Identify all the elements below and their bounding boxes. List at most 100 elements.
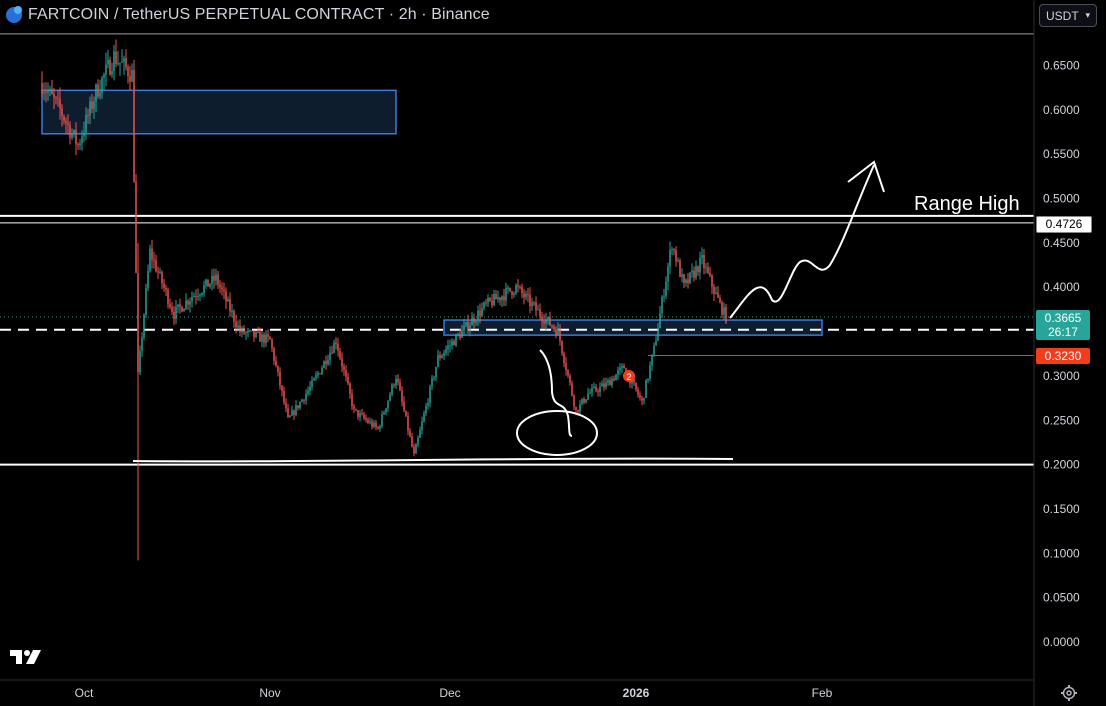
candle-body: [665, 281, 667, 297]
candle-body: [251, 330, 253, 332]
candle-body: [237, 325, 239, 328]
candle-body: [113, 51, 115, 72]
candle-body: [179, 304, 181, 307]
candle-body: [561, 341, 563, 354]
candle-body: [253, 330, 255, 337]
candle-body: [537, 309, 539, 311]
candle-body: [659, 313, 661, 329]
currency-selector[interactable]: USDT ▾: [1039, 4, 1097, 27]
candle-body: [207, 279, 209, 287]
candle-body: [641, 397, 643, 401]
candle-body: [583, 398, 585, 403]
candle-body: [551, 325, 553, 327]
candle-body: [301, 399, 303, 403]
candle-body: [563, 353, 565, 363]
candle-body: [167, 289, 169, 305]
candle-body: [383, 412, 385, 415]
candle-body: [591, 387, 593, 393]
candle-body: [63, 116, 65, 121]
candle-body: [521, 287, 523, 294]
candle-body: [341, 358, 343, 367]
candle-body: [131, 69, 133, 82]
candle-body: [351, 393, 353, 407]
candle-body: [481, 307, 483, 316]
candle-body: [337, 343, 339, 351]
candle-body: [125, 58, 127, 68]
candle-body: [159, 271, 161, 273]
candle-body: [387, 400, 389, 409]
candle-body: [101, 77, 103, 93]
candle-body: [197, 296, 199, 298]
candle-body: [255, 331, 257, 337]
candle-body: [697, 266, 699, 273]
range-low-hand-line: [132, 457, 734, 463]
projection-arrowhead: [847, 160, 885, 193]
candle-body: [105, 64, 107, 75]
candle-body: [49, 88, 51, 92]
levels: [0, 33, 1034, 466]
candle-body: [249, 330, 251, 332]
candle-body: [169, 304, 171, 308]
x-tick-label: Dec: [439, 686, 460, 700]
candle-body: [559, 328, 561, 342]
currency-value: USDT: [1046, 8, 1079, 23]
candle-body: [621, 365, 623, 368]
candle-body: [231, 311, 233, 313]
candle-body: [587, 393, 589, 400]
y-tick-label: 0.0000: [1043, 635, 1080, 649]
candle-body: [445, 349, 447, 353]
candle-body: [389, 394, 391, 401]
candle-body: [693, 270, 695, 278]
candle-body: [171, 307, 173, 312]
candle-body: [533, 302, 535, 304]
candle-body: [427, 403, 429, 406]
candle-body: [425, 405, 427, 414]
candle-body: [281, 385, 283, 391]
candle-body: [373, 422, 375, 427]
candle-body: [597, 390, 599, 392]
candle-body: [215, 274, 217, 281]
candle-body: [221, 287, 223, 290]
candle-body: [107, 60, 109, 65]
candle-body: [385, 408, 387, 413]
tradingview-logo-icon[interactable]: [10, 647, 44, 667]
candle-body: [601, 383, 603, 387]
candle-body: [245, 332, 247, 334]
candle-body: [165, 287, 167, 290]
candle-body: [75, 130, 77, 145]
candle-body: [579, 403, 581, 412]
candle-body: [81, 136, 83, 144]
candle-body: [73, 130, 75, 134]
candle-body: [229, 299, 231, 312]
candle-body: [83, 132, 85, 137]
candle-body: [479, 310, 481, 316]
chart-header[interactable]: FARTCOIN / TetherUS PERPETUAL CONTRACT ·…: [6, 4, 490, 26]
candle-body: [643, 398, 645, 401]
candle-body: [677, 260, 679, 262]
candle-body: [273, 348, 275, 361]
candle-body: [691, 270, 693, 273]
projection-path: [729, 164, 875, 319]
range-high-price-label: 0.4726: [1036, 216, 1092, 233]
x-tick-label: Nov: [259, 686, 280, 700]
candle-body: [313, 378, 315, 381]
candle-body: [359, 413, 361, 417]
candle-body: [149, 248, 151, 271]
candle-body: [321, 367, 323, 374]
y-tick-label: 0.1000: [1043, 546, 1080, 560]
candle-body: [673, 249, 675, 251]
candle-body: [647, 378, 649, 381]
candle-body: [155, 260, 157, 272]
candle-body: [121, 61, 123, 63]
candle-body: [185, 300, 187, 309]
candle-body: [459, 334, 461, 338]
candle-body: [299, 402, 301, 409]
candle-body: [403, 401, 405, 411]
settings-gear-icon[interactable]: [1059, 683, 1079, 703]
candle-body: [259, 331, 261, 342]
candle-body: [129, 76, 131, 82]
candle-body: [439, 355, 441, 358]
candle-body: [523, 293, 525, 298]
candle-body: [97, 84, 99, 97]
